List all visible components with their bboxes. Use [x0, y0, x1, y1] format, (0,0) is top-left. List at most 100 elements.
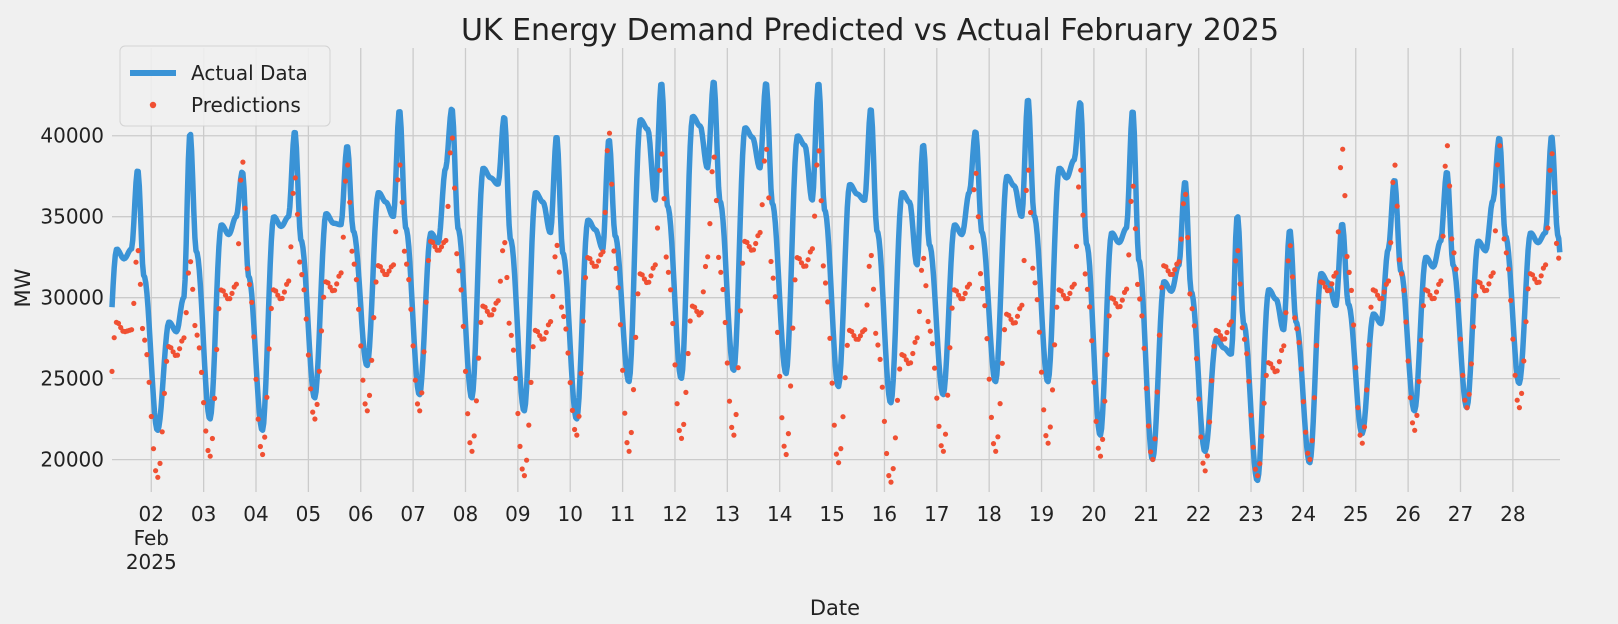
prediction-point	[1342, 193, 1348, 199]
prediction-point	[1460, 372, 1466, 378]
prediction-point	[740, 260, 746, 266]
x-tick-label: 21	[1134, 502, 1159, 526]
prediction-point	[401, 248, 407, 254]
prediction-point	[133, 259, 139, 265]
prediction-point	[497, 278, 503, 284]
prediction-point	[1049, 387, 1056, 393]
prediction-point	[556, 269, 562, 275]
prediction-point	[1401, 287, 1407, 293]
prediction-point	[1418, 337, 1424, 343]
prediction-point	[1510, 336, 1516, 342]
prediction-point	[812, 213, 818, 219]
prediction-point	[1505, 266, 1512, 272]
prediction-point	[473, 398, 479, 404]
prediction-point	[150, 446, 157, 452]
prediction-point	[1529, 272, 1536, 278]
prediction-point	[1159, 284, 1165, 291]
prediction-point	[620, 367, 626, 373]
prediction-point	[561, 313, 567, 320]
prediction-point	[596, 258, 602, 264]
prediction-point	[1447, 183, 1453, 189]
prediction-point	[796, 256, 802, 262]
prediction-point	[513, 375, 519, 382]
prediction-point	[582, 275, 589, 281]
prediction-point	[574, 432, 580, 438]
prediction-point	[593, 263, 600, 269]
prediction-point	[897, 366, 903, 372]
y-axis-label: MW	[11, 268, 35, 307]
prediction-point	[1442, 163, 1448, 169]
prediction-point	[857, 333, 864, 339]
prediction-point	[1202, 468, 1208, 474]
actual-data-line	[109, 79, 1563, 484]
prediction-point	[465, 411, 471, 417]
prediction-point	[185, 270, 191, 276]
prediction-point	[356, 306, 362, 312]
prediction-point	[1556, 255, 1562, 261]
prediction-point	[1139, 313, 1145, 319]
prediction-point	[410, 343, 416, 349]
prediction-point	[1340, 146, 1346, 152]
prediction-point	[419, 390, 425, 396]
prediction-point	[386, 268, 392, 274]
prediction-point	[1152, 436, 1158, 442]
prediction-point	[1030, 265, 1036, 271]
prediction-point	[722, 319, 728, 326]
prediction-point	[1106, 313, 1112, 319]
prediction-point	[1399, 271, 1405, 277]
prediction-point	[1276, 359, 1282, 365]
prediction-point	[1327, 287, 1333, 293]
prediction-point	[914, 335, 920, 341]
prediction-point	[1298, 366, 1304, 372]
prediction-point	[790, 325, 796, 331]
prediction-point	[744, 239, 750, 245]
prediction-point	[1372, 288, 1378, 294]
prediction-point	[770, 275, 776, 281]
prediction-point	[192, 322, 198, 329]
prediction-point	[1357, 432, 1363, 438]
prediction-point	[1296, 339, 1302, 346]
prediction-point	[685, 350, 691, 357]
prediction-point	[923, 283, 929, 289]
prediction-point	[1014, 313, 1021, 319]
prediction-point	[1082, 271, 1088, 277]
prediction-point	[622, 410, 628, 416]
prediction-point	[1337, 165, 1344, 171]
prediction-point	[236, 241, 242, 247]
x-tick-label: 03	[191, 502, 216, 526]
prediction-point	[1250, 444, 1256, 450]
prediction-point	[783, 451, 789, 458]
prediction-point	[916, 308, 923, 315]
prediction-point	[1431, 295, 1437, 301]
prediction-point	[569, 407, 576, 413]
prediction-point	[892, 435, 899, 441]
prediction-point	[1143, 385, 1149, 391]
prediction-point	[314, 401, 320, 407]
prediction-point	[918, 267, 925, 273]
prediction-point	[550, 293, 556, 299]
prediction-point	[504, 274, 510, 281]
prediction-point	[373, 279, 379, 285]
prediction-point	[888, 479, 894, 485]
prediction-point	[1259, 433, 1265, 439]
prediction-point	[1425, 288, 1431, 294]
prediction-point	[397, 162, 403, 168]
prediction-point	[781, 443, 787, 449]
prediction-point	[301, 287, 307, 293]
prediction-point	[443, 237, 449, 244]
prediction-point	[1521, 358, 1527, 364]
prediction-point	[390, 262, 397, 268]
prediction-point	[489, 312, 495, 318]
prediction-point	[1390, 179, 1396, 185]
prediction-point	[1246, 378, 1252, 384]
prediction-point	[177, 346, 183, 352]
prediction-point	[482, 304, 488, 310]
prediction-point	[1084, 286, 1090, 292]
prediction-point	[558, 304, 565, 310]
prediction-point	[1320, 280, 1326, 286]
prediction-point	[1316, 299, 1322, 305]
prediction-point	[604, 148, 610, 154]
prediction-point	[676, 427, 682, 434]
prediction-point	[1503, 250, 1509, 256]
prediction-point	[1222, 336, 1228, 342]
